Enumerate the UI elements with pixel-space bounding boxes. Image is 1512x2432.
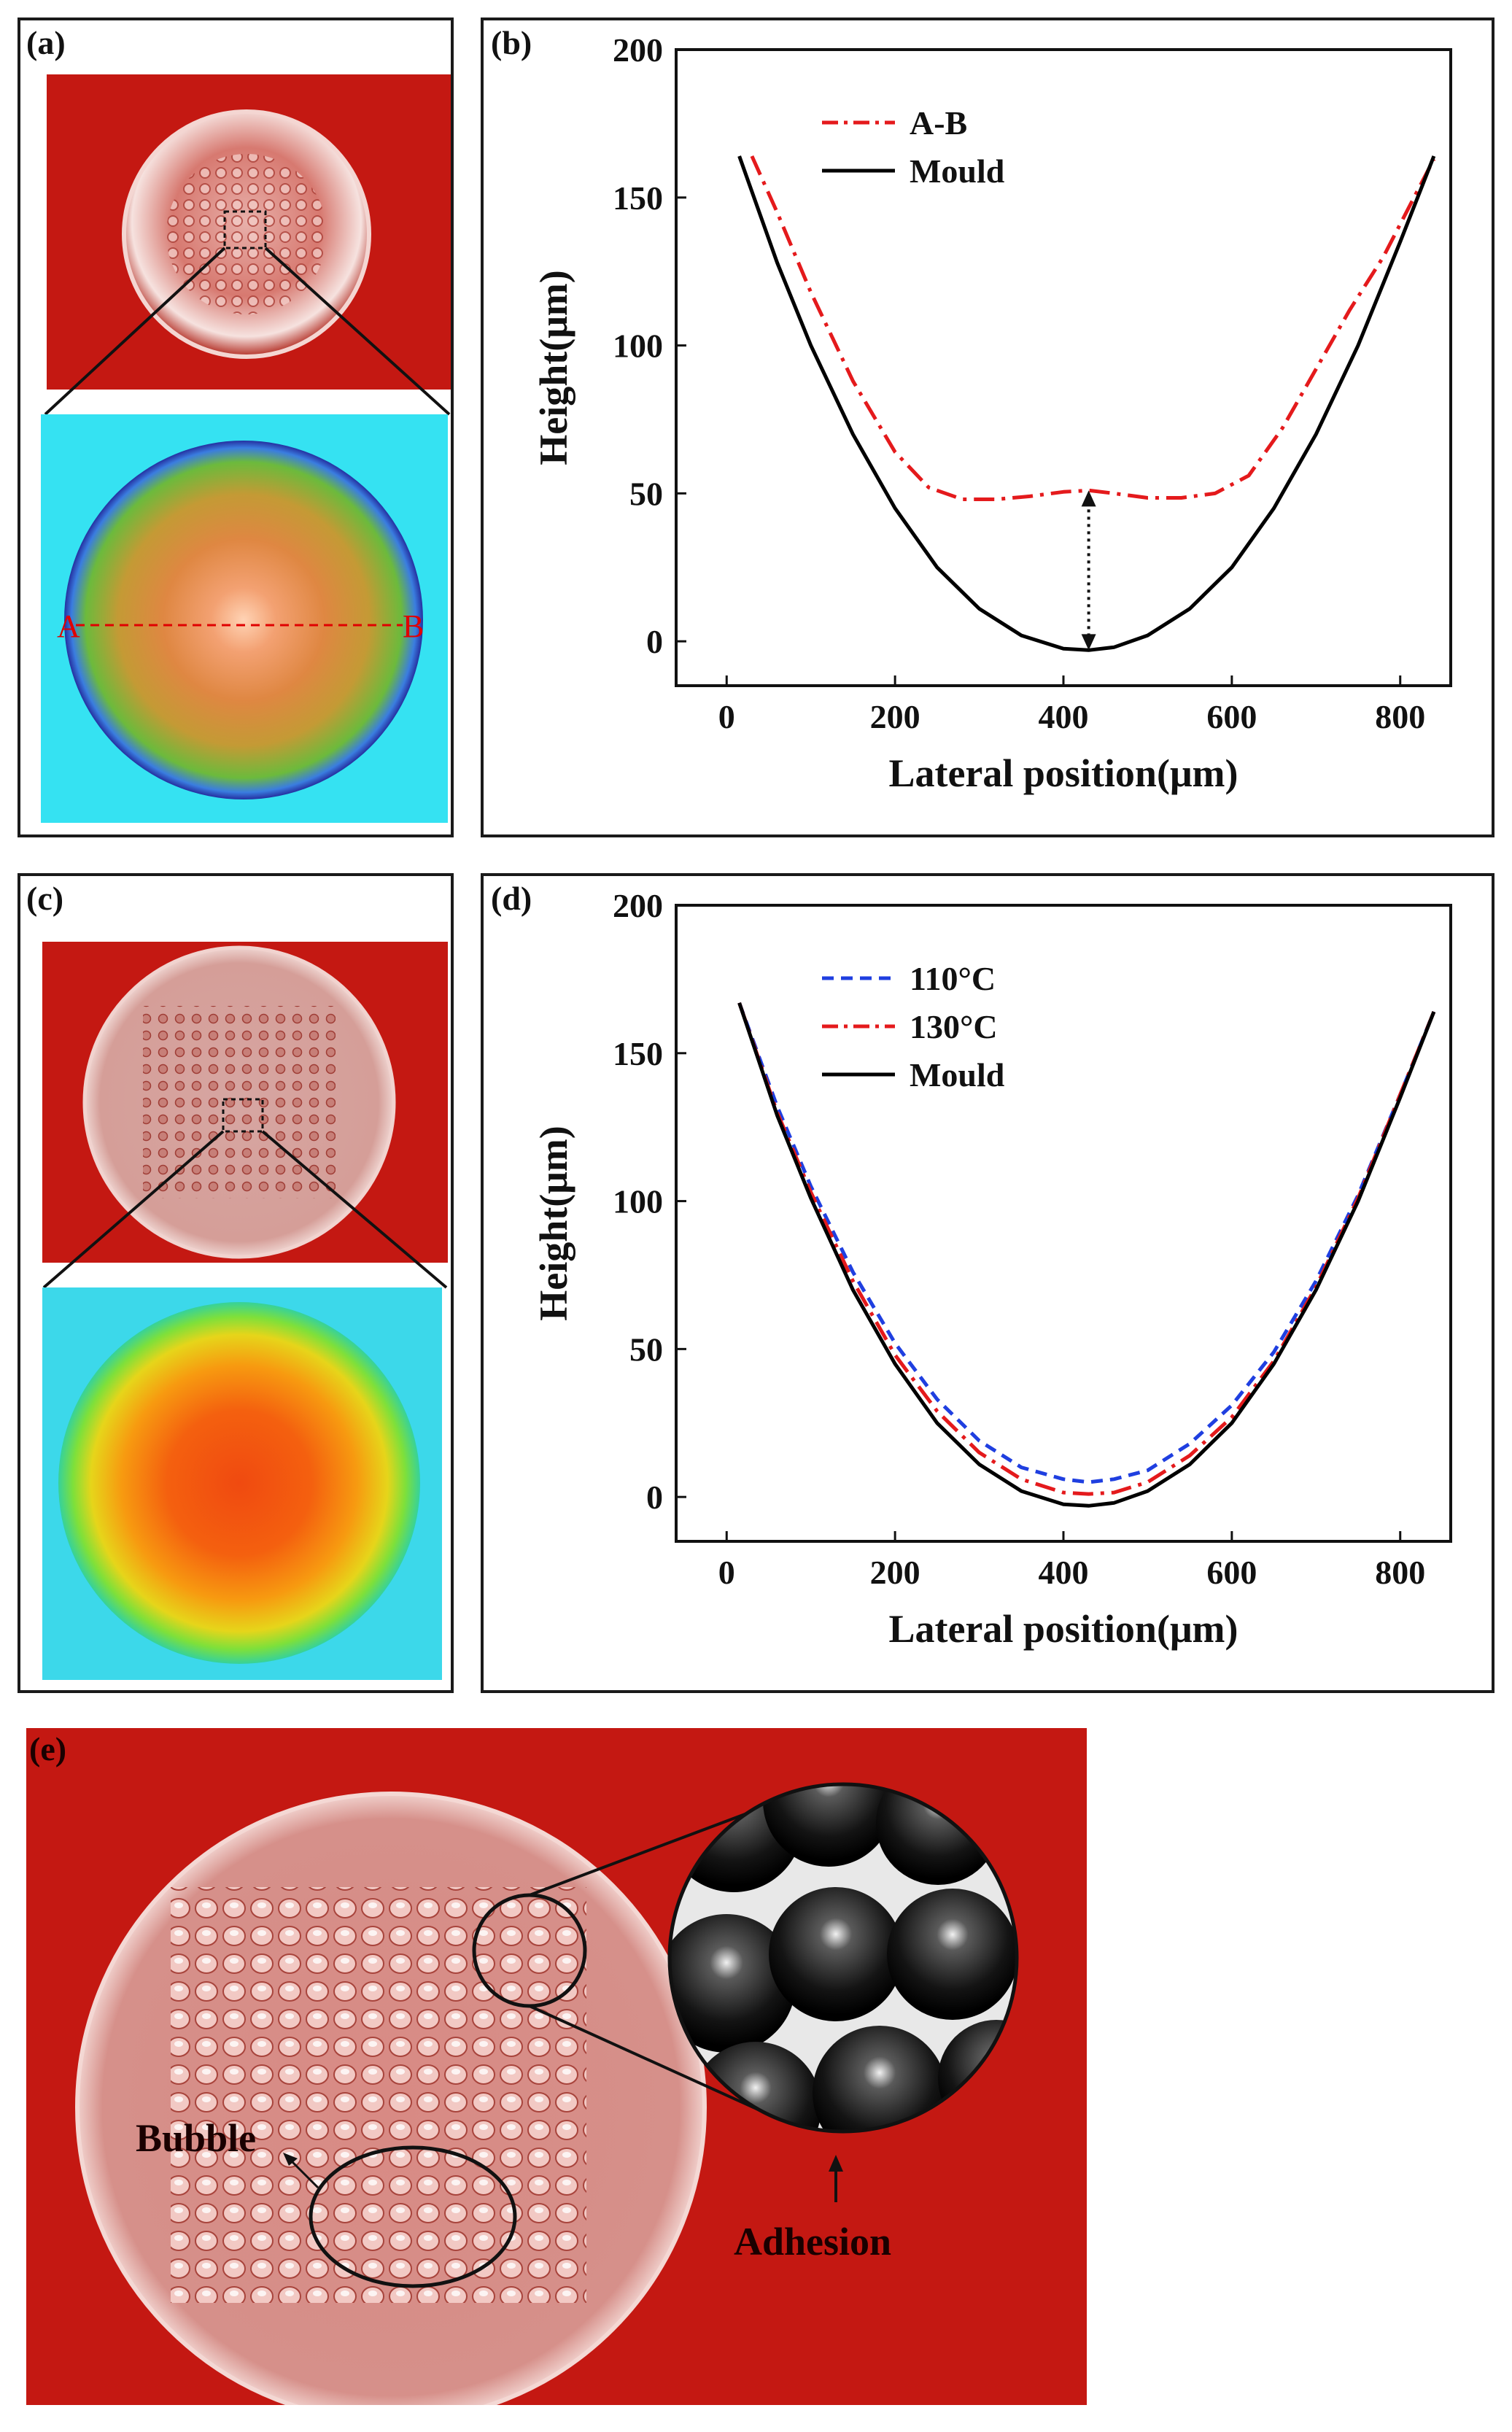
x-tick-label: 400	[1039, 1554, 1089, 1591]
y-tick-label: 50	[629, 475, 663, 512]
panel-a-photo-and-map: A B	[41, 74, 451, 823]
y-tick-label: 200	[613, 31, 663, 69]
y-tick-label: 200	[613, 887, 663, 924]
zoom-line-left	[44, 247, 226, 416]
panel-d: (d) 0 200 400 600 800 0 50 100 150 200 Lateral pos…	[481, 873, 1494, 1693]
bubble-arrow	[289, 2158, 319, 2189]
legend-label-1: 130°C	[910, 1008, 998, 1045]
x-tick-label: 400	[1039, 698, 1089, 735]
y-axis-title: Height(μm)	[532, 270, 575, 465]
chart-b: 0 200 400 600 800 0 50 100 150 200 Lateral positio…	[532, 31, 1452, 795]
point-a-label: A	[57, 608, 80, 644]
x-tick-label: 600	[1206, 698, 1257, 735]
dimension-arrow-head-top	[1081, 490, 1096, 507]
legend-label-0: A-B	[910, 104, 967, 142]
panel-c: (c)	[18, 873, 454, 1693]
y-tick-label: 0	[646, 623, 663, 660]
zoom-line-right	[264, 247, 451, 416]
series-line-1	[737, 155, 1436, 652]
panel-c-label: (c)	[26, 880, 64, 917]
microlens-array	[166, 154, 327, 314]
dimension-arrow-head-bottom	[1081, 634, 1096, 651]
panel-b: (b) 0 200 400 600 800 0 50 100 150 200 Lateral pos…	[481, 18, 1494, 837]
adhesion-arrow-head	[829, 2155, 843, 2172]
legend-label-0: 110°C	[910, 960, 996, 997]
bubble-region-circle	[309, 2145, 517, 2288]
x-axis-title: Lateral position(μm)	[888, 751, 1238, 795]
x-tick-label: 200	[870, 1554, 920, 1591]
series-line-2	[737, 1002, 1436, 1508]
panel-a-label: (a)	[26, 24, 66, 61]
height-map-lens	[64, 441, 423, 799]
y-tick-label: 150	[613, 1035, 663, 1072]
x-tick-label: 800	[1375, 698, 1425, 735]
zoom-region-box	[222, 1098, 264, 1133]
point-b-label: B	[403, 608, 424, 644]
x-tick-label: 800	[1375, 1554, 1425, 1591]
microlens-array	[171, 1887, 586, 2303]
x-tick-label: 0	[718, 698, 735, 735]
zoom-line-right	[261, 1130, 448, 1289]
y-tick-label: 50	[629, 1331, 663, 1368]
y-axis-title: Height(μm)	[532, 1126, 575, 1321]
panel-c-photo-and-map	[42, 942, 448, 1680]
series-line-1	[737, 1002, 1436, 1496]
panel-a: A B (a)	[18, 18, 454, 837]
bubble-label: Bubble	[136, 2116, 256, 2160]
zoom-line-bottom	[529, 2005, 778, 2120]
zoom-region-box	[223, 210, 267, 249]
panel-b-label: (b)	[491, 24, 532, 61]
height-map-lens	[58, 1302, 420, 1664]
series-line-0	[737, 1002, 1436, 1484]
legend-label-2: Mould	[910, 1056, 1005, 1093]
panel-d-label: (d)	[491, 880, 532, 917]
series-line-0	[750, 155, 1436, 501]
chart-d: 0 200 400 600 800 0 50 100 150 200 Lateral positio…	[532, 887, 1452, 1651]
y-tick-label: 100	[613, 328, 663, 365]
adhesion-label: Adhesion	[734, 2220, 891, 2263]
x-tick-label: 600	[1206, 1554, 1257, 1591]
panel-e-photo: Bubble Adhesion	[26, 1728, 1087, 2405]
y-tick-label: 0	[646, 1479, 663, 1516]
plot-frame	[675, 904, 1452, 1543]
x-tick-label: 200	[870, 698, 920, 735]
panel-e-label: (e)	[29, 1730, 67, 1767]
plot-frame	[675, 48, 1452, 687]
y-tick-label: 150	[613, 179, 663, 217]
legend-label-1: Mould	[910, 152, 1005, 190]
y-tick-label: 100	[613, 1183, 663, 1220]
x-tick-label: 0	[718, 1554, 735, 1591]
zoom-line-left	[42, 1130, 225, 1289]
x-axis-title: Lateral position(μm)	[888, 1607, 1238, 1651]
panel-e: Bubble Adhesion (e)	[26, 1728, 1087, 2405]
bubble-arrow-head	[283, 2153, 298, 2166]
